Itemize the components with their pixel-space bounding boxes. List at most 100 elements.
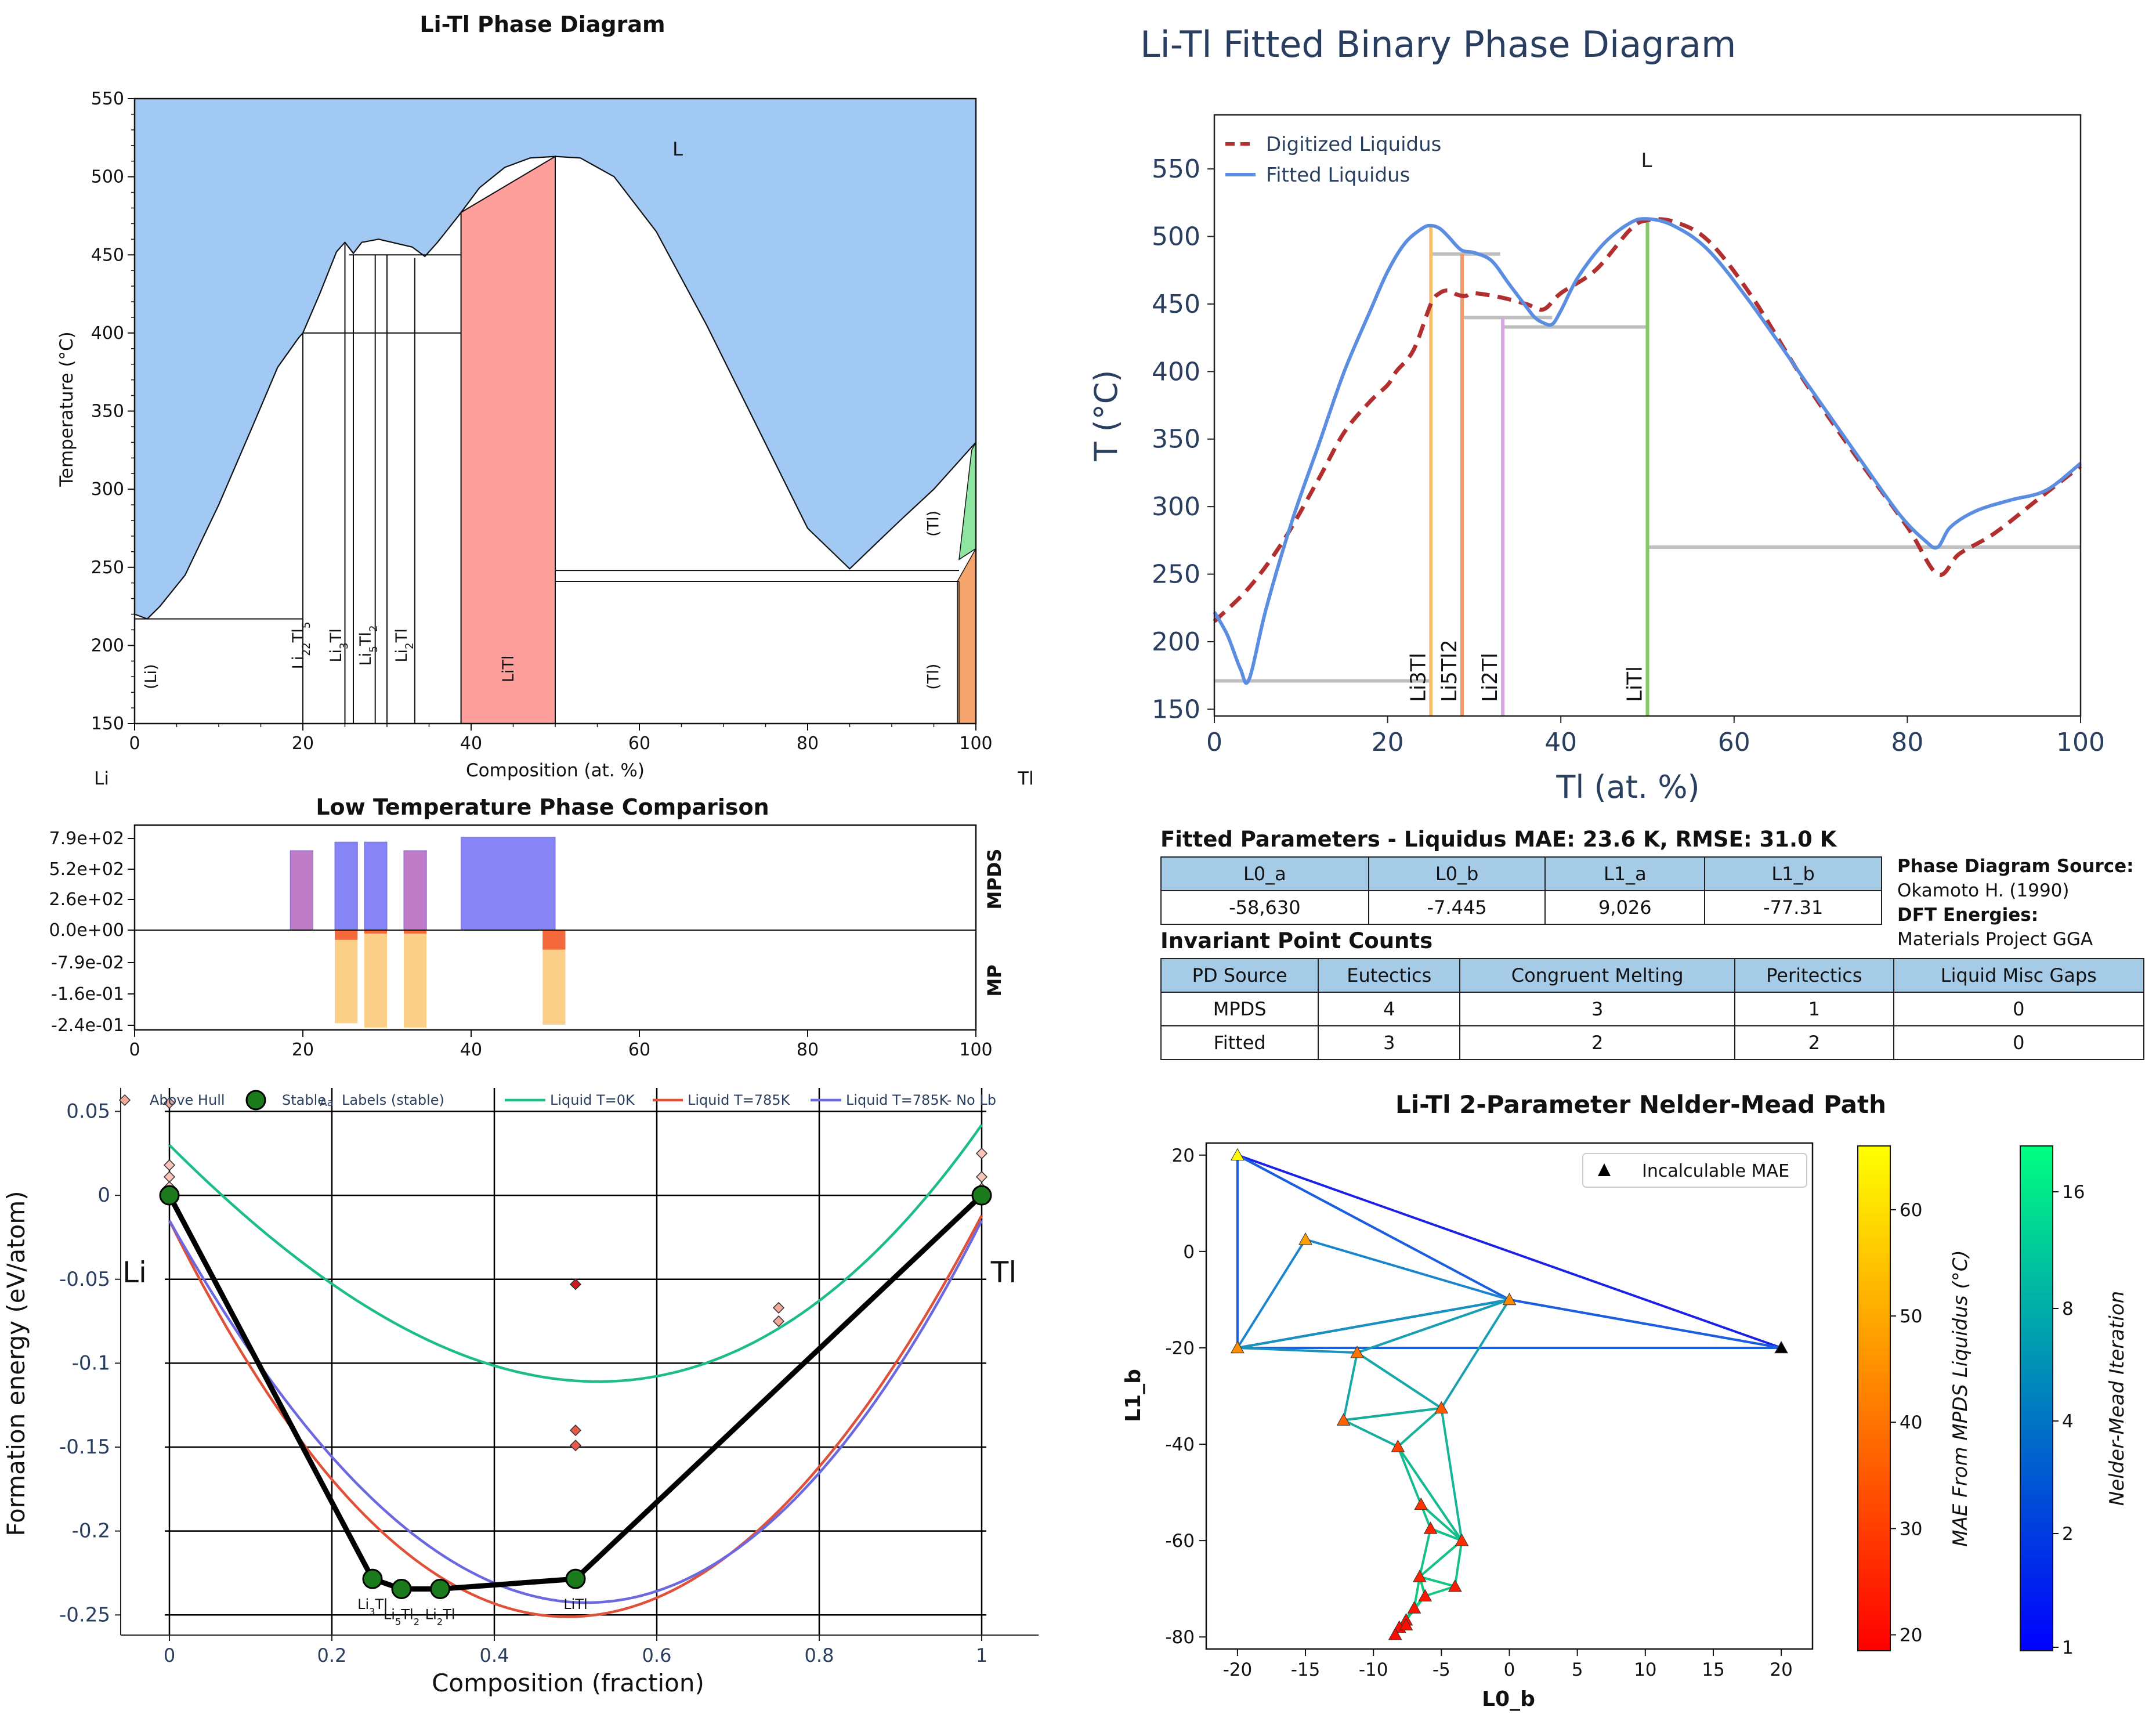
mp-bar (364, 930, 387, 1028)
legend-label: Incalculable MAE (1642, 1161, 1789, 1181)
stable-point (971, 1185, 992, 1206)
colorbar-tick-label: 8 (2062, 1299, 2074, 1319)
legend-badge: Aa (320, 1097, 333, 1109)
x-tick-label: -15 (1291, 1659, 1321, 1680)
above-hull-point (163, 1097, 176, 1109)
x-tick-label: 20 (292, 733, 314, 754)
x-tick-label: 0.2 (317, 1644, 347, 1666)
table-cell: -77.31 (1704, 890, 1882, 925)
fit-parameters-table: L0_a L0_b L1_a L1_b -58,630 -7.445 9,026… (1160, 856, 1882, 925)
table-header-cell: Eutectics (1318, 958, 1461, 993)
y-tick-label: 200 (1152, 627, 1200, 657)
table-header-cell: Congruent Melting (1459, 958, 1736, 993)
x-tick-label: 40 (460, 1040, 482, 1060)
y-tick-label: 500 (91, 167, 124, 187)
simplex-vertex (1413, 1570, 1427, 1582)
simplex-edge (1237, 1298, 1510, 1354)
phase-label: Li22Tl5 (290, 622, 313, 670)
simplex-edge (1339, 1406, 1445, 1448)
x-tick-label: 20 (1372, 728, 1404, 757)
table-cell: 9,026 (1544, 890, 1706, 925)
simplex-vertex (1423, 1521, 1438, 1534)
table-header-cell: Peritectics (1734, 958, 1894, 993)
convex-hull-line (167, 1193, 984, 1592)
element-label-tl: Tl (990, 1256, 1016, 1289)
stable-point (362, 1568, 383, 1589)
x-axis-label: Composition (at. %) (466, 760, 645, 781)
simplex-vertex (1231, 1148, 1245, 1161)
compound-label: Li5Tl2 (1438, 639, 1462, 702)
above-hull-point (569, 1424, 582, 1437)
iteration-colorbar (2020, 1145, 2053, 1651)
x-tick-label: 60 (628, 733, 650, 754)
phase-label: (Tl) (925, 664, 943, 690)
table-header-cell: L0_b (1368, 856, 1546, 891)
mp-bar-accent (364, 930, 387, 934)
region-label-liquid: L (1641, 149, 1652, 172)
legend-label: Labels (stable) (342, 1092, 444, 1108)
simplex-vertex (1455, 1534, 1469, 1546)
stable-point (391, 1578, 412, 1599)
y-tick-label: 500 (1152, 222, 1200, 252)
mp-side-label: MP (983, 964, 1005, 996)
invariant-counts-table: PD Source Eutectics Congruent Melting Pe… (1160, 958, 2145, 1060)
x-tick-label: 100 (2056, 728, 2105, 757)
legend-label: Liquid T=0K (550, 1092, 635, 1108)
y-tick-label: 300 (91, 479, 124, 500)
x-tick-label: 20 (292, 1040, 314, 1060)
pd-source-value: Okamoto H. (1990) (1897, 880, 2070, 901)
comparison-frame (133, 824, 977, 1031)
x-tick-label: 20 (1770, 1659, 1792, 1680)
phase-label: LiTl (500, 655, 518, 682)
liquid-curve (168, 1124, 983, 1383)
x-tick-label: 1 (976, 1644, 987, 1666)
mpds-side-label: MPDS (983, 849, 1005, 910)
legend-marker (118, 1094, 131, 1106)
y-tick-label: -20 (1165, 1338, 1195, 1359)
y-tick-label: -60 (1165, 1531, 1195, 1552)
element-label-tl: Tl (1017, 768, 1034, 789)
legend-label: Above Hull (150, 1092, 225, 1108)
x-tick-label: 40 (1544, 728, 1577, 757)
table-header-cell: L1_b (1704, 856, 1882, 891)
y-tick-label: -80 (1165, 1627, 1195, 1648)
fit-table-title: Fitted Parameters - Liquidus MAE: 23.6 K… (1160, 827, 1837, 852)
stable-point (565, 1568, 586, 1589)
phase-label: Li5Tl2 (357, 625, 380, 666)
table-header-cell: Liquid Misc Gaps (1893, 958, 2145, 993)
simplex-vertex (1388, 1628, 1402, 1640)
x-tick-label: 0 (1206, 728, 1222, 757)
x-tick-label: 60 (1718, 728, 1750, 757)
above-hull-point (975, 1147, 988, 1159)
stable-point-label: Li5Tl2 (384, 1606, 419, 1627)
x-tick-label: 80 (797, 1040, 819, 1060)
stable-point-label: LiTl (563, 1596, 587, 1612)
y-tick-label: -2.4e-01 (51, 1015, 124, 1036)
table-cell: 2 (1734, 1025, 1894, 1060)
element-label-li: Li (122, 1256, 147, 1289)
legend-box (1582, 1153, 1807, 1188)
table-header-cell: L1_a (1544, 856, 1706, 891)
x-tick-label: 0.6 (642, 1644, 672, 1666)
table-cell: 3 (1459, 992, 1736, 1026)
sources-block: Phase Diagram Source: Okamoto H. (1990) … (1897, 854, 2134, 952)
simplex-vertex (1407, 1601, 1421, 1614)
y-axis-label: Temperature (°C) (56, 331, 77, 487)
x-tick-label: 0.8 (805, 1644, 834, 1666)
legend-marker (1598, 1163, 1611, 1176)
phase-label: Li3Tl (327, 628, 350, 662)
simplex-vertex (1391, 1440, 1405, 1452)
liquid-region (135, 99, 976, 619)
x-tick-label: 5 (1572, 1659, 1583, 1680)
y-tick-label: 300 (1152, 492, 1200, 522)
colorbar-tick-label: 20 (1900, 1625, 1922, 1646)
table-row: Fitted 3 2 2 0 (1160, 1025, 2145, 1060)
dft-source-label: DFT Energies: (1897, 905, 2039, 925)
x-tick-label: 100 (959, 733, 992, 754)
y-tick-label: 400 (91, 323, 124, 343)
x-tick-label: 100 (959, 1040, 992, 1060)
table-header-cell: L0_a (1160, 856, 1369, 891)
y-tick-label: -7.9e-02 (51, 953, 124, 973)
mae-colorbar-label: MAE From MPDS Liquidus (°C) (1949, 1250, 1972, 1546)
